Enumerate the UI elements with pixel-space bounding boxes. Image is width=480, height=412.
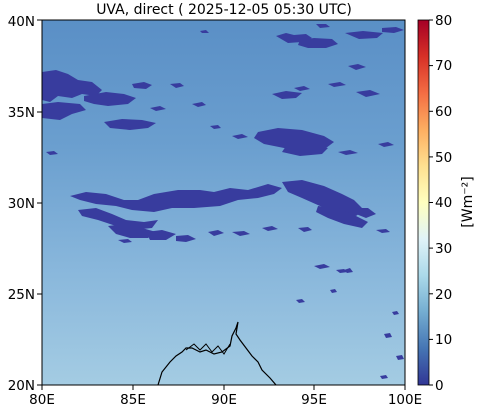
colorbar-tick-label: 30 (435, 241, 452, 257)
delta-channels (185, 343, 231, 355)
y-tick-label: 30N (8, 196, 35, 212)
colorbar-tick-label: 20 (435, 287, 452, 303)
map-area[interactable] (42, 20, 405, 385)
colorbar-tick-label: 60 (435, 104, 452, 120)
x-tick-label: 90E (211, 392, 237, 408)
x-tick-label: 85E (120, 392, 146, 408)
x-tick-label: 80E (29, 392, 55, 408)
y-tick-label: 25N (8, 287, 35, 303)
axis-tick-marks (37, 19, 406, 390)
colorbar-tick-label: 40 (435, 195, 452, 211)
map-title: UVA, direct ( 2025-12-05 05:30 UTC) (96, 2, 352, 18)
colorbar-tick-label: 10 (435, 332, 452, 348)
cloud-shadow-patches (42, 24, 404, 379)
colorbar (417, 19, 430, 386)
colorbar-tick-label: 80 (435, 13, 452, 29)
x-tick-label: 100E (388, 392, 422, 408)
y-tick-label: 35N (8, 105, 35, 121)
colorbar-tick-label: 50 (435, 150, 452, 166)
y-tick-label: 20N (8, 378, 35, 394)
x-tick-label: 95E (301, 392, 327, 408)
coastline (157, 321, 277, 385)
colorbar-tick-label: 70 (435, 58, 452, 74)
colorbar-tick-marks (429, 19, 433, 386)
colorbar-tick-label: 0 (435, 378, 444, 394)
colorbar-unit-label: [Wm⁻²] (460, 176, 476, 227)
y-tick-label: 40N (8, 14, 35, 30)
